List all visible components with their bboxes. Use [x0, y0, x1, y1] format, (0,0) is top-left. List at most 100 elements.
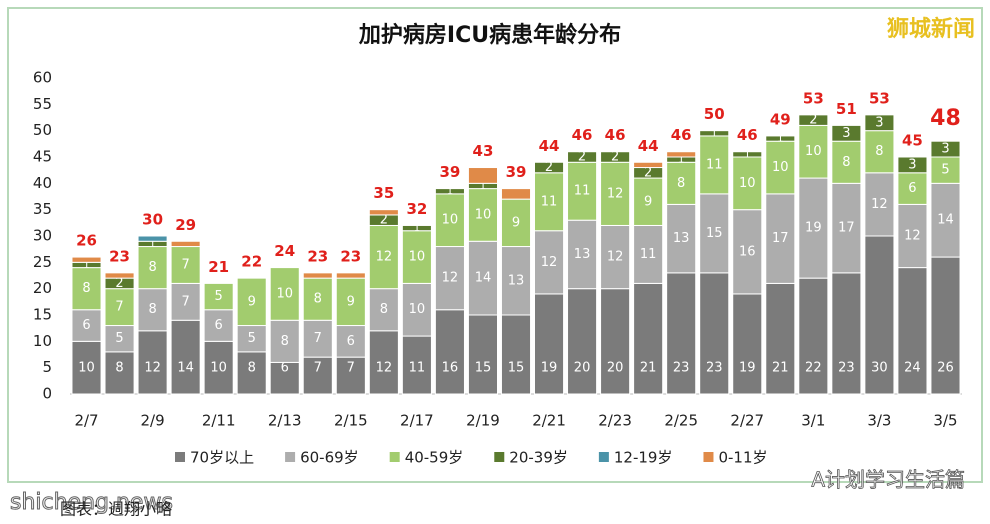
bar-segment: [864, 172, 895, 237]
value-label: 10: [276, 286, 293, 301]
total-label: 24: [274, 242, 295, 260]
value-label: 2: [611, 150, 619, 165]
y-tick-label: 15: [33, 306, 52, 324]
bar-segment: [633, 177, 664, 226]
y-tick-label: 45: [33, 148, 52, 166]
legend-label: 20-39岁: [509, 449, 568, 467]
total-label: 46: [671, 126, 692, 144]
total-label: 53: [869, 89, 890, 107]
bar-segment: [567, 288, 598, 395]
value-label: 7: [314, 331, 322, 346]
value-label: 20: [574, 361, 591, 376]
bar-segment: [732, 151, 763, 158]
legend-swatch: [494, 452, 505, 462]
legend-swatch: [703, 452, 714, 462]
value-label: 5: [248, 331, 256, 346]
total-label: 51: [836, 100, 857, 118]
value-label: 12: [607, 250, 624, 265]
value-label: 12: [144, 361, 161, 376]
bar-segment: [137, 235, 168, 242]
wechat: A计划学习生活篇: [811, 468, 965, 492]
value-label: 20: [607, 361, 624, 376]
value-label: 21: [640, 361, 657, 376]
bar-segment: [633, 282, 664, 395]
bar-segment: [831, 140, 862, 184]
total-label: 39: [506, 163, 527, 181]
bar-segment: [534, 293, 565, 395]
bar-segment: [765, 135, 796, 142]
bar-segment: [500, 314, 532, 395]
x-tick-label: 2/25: [664, 412, 698, 430]
bar-segment: [699, 130, 730, 137]
value-label: 8: [148, 302, 156, 317]
bar-segment: [401, 224, 432, 232]
chart-title: 加护病房ICU病患年龄分布: [358, 22, 621, 48]
x-tick-label: 2/7: [74, 412, 98, 430]
value-label: 8: [248, 361, 256, 376]
bar-segment: [666, 272, 697, 395]
value-label: 12: [376, 361, 393, 376]
y-tick-label: 60: [33, 69, 52, 87]
total-label: 29: [175, 216, 196, 234]
total-label: 53: [803, 89, 824, 107]
total-label: 26: [76, 232, 97, 250]
value-label: 8: [677, 176, 685, 191]
value-label: 3: [908, 157, 916, 172]
bar-segment: [302, 319, 333, 358]
value-label: 14: [475, 271, 492, 286]
bar-segment: [335, 277, 366, 327]
bar-segment: [401, 230, 432, 284]
y-tick-label: 5: [42, 358, 52, 376]
bar-segment: [864, 114, 895, 132]
value-label: 22: [805, 361, 822, 376]
bar-segment: [765, 193, 796, 284]
value-label: 8: [148, 260, 156, 275]
value-label: 21: [772, 361, 789, 376]
total-label: 50: [704, 105, 725, 123]
bar-segment: [236, 277, 267, 327]
value-label: 10: [772, 160, 789, 175]
total-label: 39: [439, 163, 460, 181]
bar-segment: [831, 182, 862, 274]
total-label: 49: [770, 110, 791, 128]
value-label: 10: [739, 176, 756, 191]
value-label: 12: [871, 197, 888, 212]
bar-segment: [732, 293, 763, 395]
bar-segment: [104, 272, 135, 279]
bar-segment: [269, 319, 300, 363]
value-label: 8: [380, 302, 388, 317]
total-label: 45: [902, 132, 923, 150]
value-label: 7: [181, 294, 189, 309]
y-tick-label: 10: [33, 332, 52, 350]
bar-segment: [699, 135, 730, 195]
total-label: 46: [572, 126, 593, 144]
value-label: 14: [177, 361, 194, 376]
bar-segment: [864, 235, 895, 395]
value-label: 2: [644, 165, 652, 180]
value-label: 3: [842, 126, 850, 141]
bar-segment: [236, 325, 267, 353]
y-tick-label: 0: [42, 385, 52, 403]
value-label: 7: [347, 361, 355, 376]
value-label: 3: [941, 142, 949, 157]
bar-segment: [732, 156, 763, 211]
x-tick-label: 3/3: [867, 412, 891, 430]
value-label: 24: [904, 361, 921, 376]
bar-segment: [534, 161, 565, 174]
value-label: 8: [842, 155, 850, 170]
value-label: 7: [314, 361, 322, 376]
bar-segment: [798, 124, 829, 179]
bar-segment: [666, 203, 697, 274]
brand: 狮城新闻: [887, 16, 975, 42]
bar-segment: [666, 161, 697, 205]
value-label: 6: [82, 318, 90, 333]
bar-segment: [897, 267, 928, 395]
value-label: 6: [347, 334, 355, 349]
x-tick-label: 3/1: [801, 412, 825, 430]
value-label: 1: [414, 223, 420, 234]
value-label: 1: [777, 134, 783, 145]
x-tick-label: 2/17: [400, 412, 434, 430]
y-tick-label: 55: [33, 95, 52, 113]
value-label: 11: [409, 361, 426, 376]
bar-segment: [467, 167, 498, 184]
